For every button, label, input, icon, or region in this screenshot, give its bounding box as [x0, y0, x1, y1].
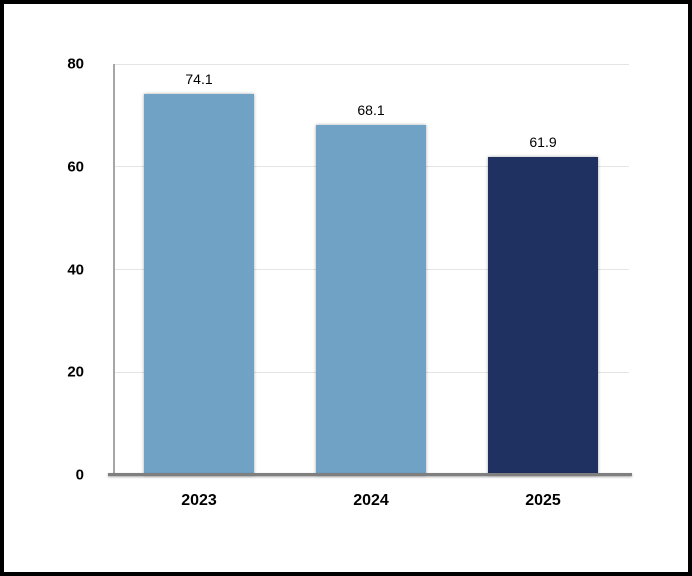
plot-area: 74.1 68.1 61.9: [113, 63, 629, 475]
x-tick-label-2023: 2023: [181, 492, 217, 509]
x-axis-tick-labels: 2023 2024 2025: [113, 493, 629, 515]
y-tick-label-0: 0: [75, 466, 84, 484]
bar-value-label-2023: 74.1: [185, 71, 213, 88]
y-tick-label-60: 60: [67, 158, 84, 176]
y-tick-label-40: 40: [67, 261, 84, 278]
x-tick-label-2024: 2024: [353, 492, 389, 509]
x-tick-label-2025: 2025: [525, 492, 561, 509]
bar-value-label-2025: 61.9: [529, 133, 557, 150]
y-tick-label-20: 20: [67, 363, 84, 381]
bar-2025: [488, 157, 598, 475]
y-tick-label-80: 80: [67, 55, 84, 73]
bar-value-label-2024: 68.1: [357, 102, 385, 119]
y-axis-line: [113, 64, 115, 475]
x-axis-baseline: [108, 473, 632, 476]
gridline-y-80: [113, 63, 629, 65]
bar-2023: [144, 94, 254, 475]
bar-2024: [316, 125, 426, 475]
y-axis-tick-labels: 0 20 40 60 80: [32, 57, 84, 483]
